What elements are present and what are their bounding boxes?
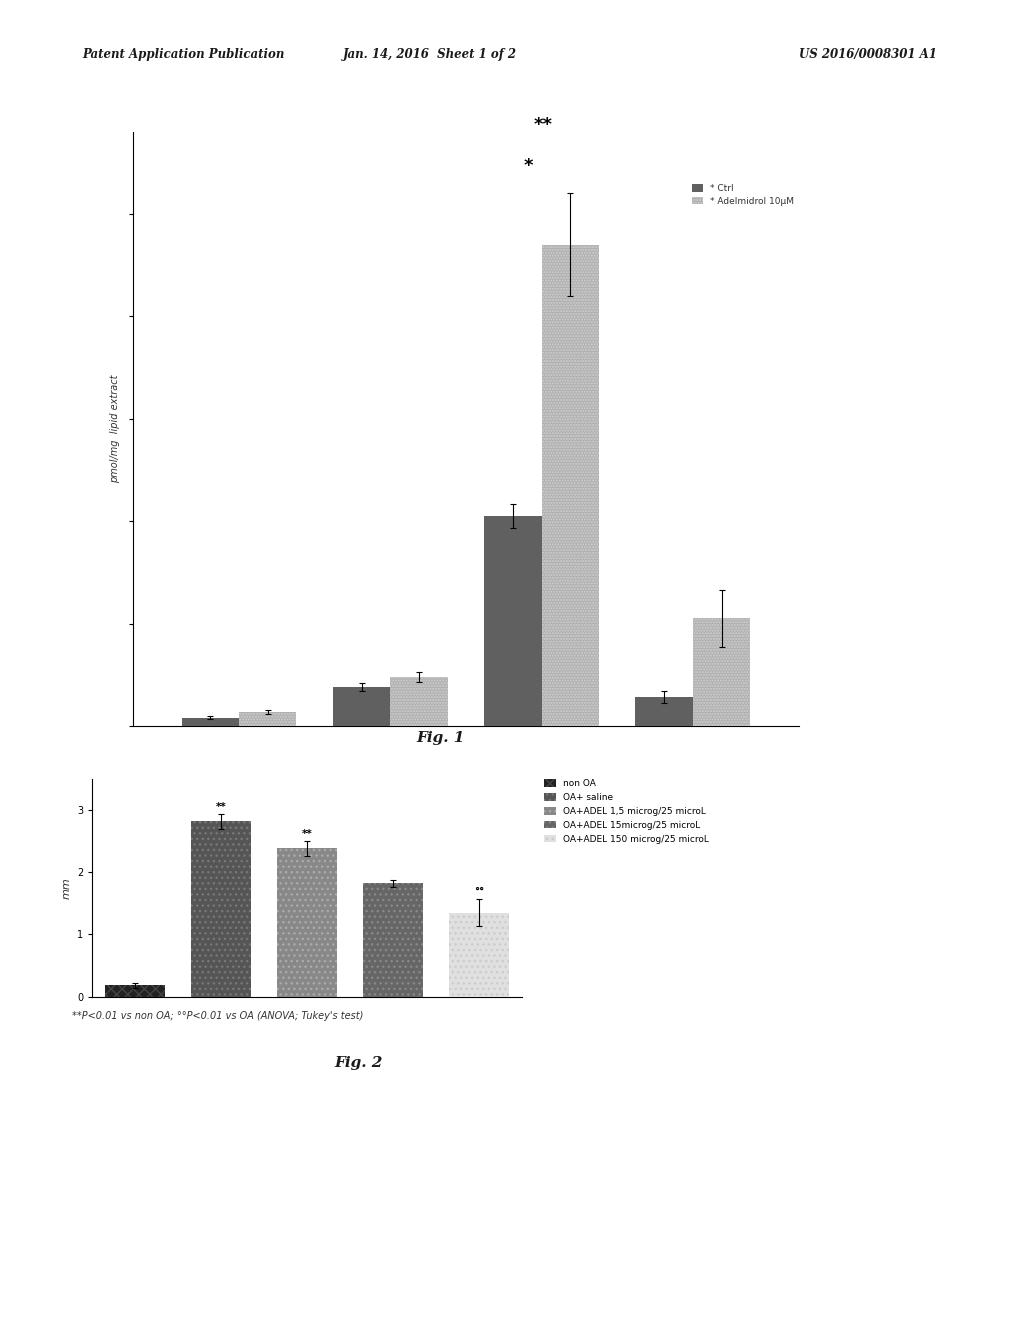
- Text: **P<0.01 vs non OA; °°P<0.01 vs OA (ANOVA; Tukey's test): **P<0.01 vs non OA; °°P<0.01 vs OA (ANOV…: [72, 1011, 364, 1022]
- Bar: [693, 619, 751, 726]
- Bar: [484, 516, 542, 726]
- Text: **: **: [216, 803, 226, 812]
- Text: **: **: [534, 116, 553, 133]
- Bar: [364, 883, 423, 997]
- Bar: [278, 849, 337, 997]
- Bar: [239, 711, 297, 726]
- Y-axis label: mm: mm: [61, 876, 72, 899]
- Bar: [450, 912, 509, 997]
- Text: US 2016/0008301 A1: US 2016/0008301 A1: [799, 48, 937, 61]
- Text: Fig. 2: Fig. 2: [334, 1056, 383, 1069]
- Bar: [105, 986, 165, 997]
- Bar: [635, 697, 693, 726]
- Text: *: *: [523, 157, 532, 176]
- Bar: [191, 821, 251, 997]
- Legend: * Ctrl, * Adelmidrol 10μM: * Ctrl, * Adelmidrol 10μM: [692, 183, 795, 206]
- Text: Jan. 14, 2016  Sheet 1 of 2: Jan. 14, 2016 Sheet 1 of 2: [343, 48, 517, 61]
- Bar: [542, 244, 599, 726]
- Bar: [390, 677, 447, 726]
- Bar: [181, 718, 239, 726]
- Legend: non OA, OA+ saline, OA+ADEL 1,5 microg/25 microL, OA+ADEL 15microg/25 microL, OA: non OA, OA+ saline, OA+ADEL 1,5 microg/2…: [544, 779, 709, 843]
- Y-axis label: pmol/mg  lipid extract: pmol/mg lipid extract: [110, 375, 120, 483]
- Text: Patent Application Publication: Patent Application Publication: [82, 48, 285, 61]
- Text: **: **: [302, 829, 312, 840]
- Text: °°: °°: [474, 887, 484, 898]
- Text: Fig. 1: Fig. 1: [416, 731, 465, 744]
- Bar: [333, 688, 390, 726]
